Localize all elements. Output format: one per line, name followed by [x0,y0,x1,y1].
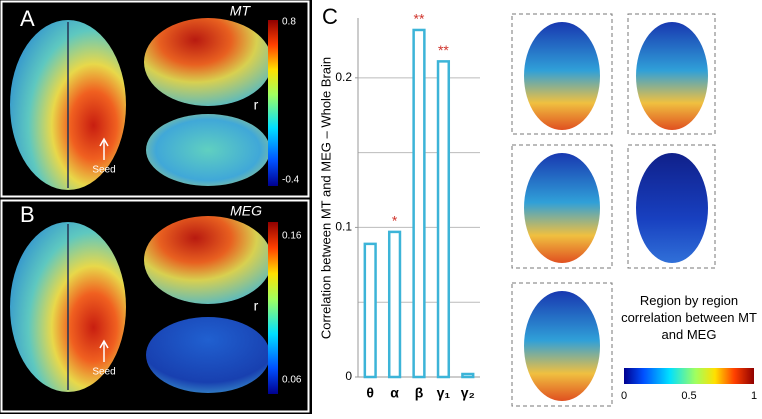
colorbar [624,368,754,384]
colorbar-label: r [254,298,259,314]
band-label: α [518,149,527,165]
significance-label: * [392,213,398,229]
x-tick-label: α [390,385,399,401]
colorbar [268,20,278,186]
significance-label: ** [414,11,425,27]
tile-frame [511,282,613,407]
band-label: θ [518,15,526,31]
panel-letter: C [322,4,338,29]
colorbar-tick-label: 1 [751,390,757,402]
colorbar-min: -0.4 [282,175,300,186]
brain-tile [524,22,600,130]
panel-letter: A [20,6,35,31]
y-tick-label: 0 [345,369,352,383]
bar [436,60,451,379]
brain-tile [524,153,600,263]
brain-tile [636,22,708,130]
bar [461,372,475,379]
colorbar-max: 0.16 [282,231,302,242]
brain-tiles [511,13,716,407]
colorbar-tick-label: 0 [621,390,627,402]
y-axis-label: Correlation between MT and MEG – Whole B… [318,57,333,339]
colorbar-min: 0.06 [282,375,302,386]
colorbar-title: MT [230,3,252,19]
colorbar-label: r [254,97,259,113]
band-label: β [518,287,527,303]
seed-label: Seed [92,367,115,378]
legend-text: Region by region correlation between MT … [621,293,757,342]
brain-tile [636,153,708,263]
brain-medial-view [146,114,270,186]
band-label: γ₁ [634,15,648,31]
colorbar [268,222,278,394]
seed-label: Seed [92,165,115,176]
tile-frame [627,13,716,135]
panel-letter: B [20,202,35,227]
x-tick-label: β [415,385,424,401]
panel-a-frame [0,0,310,198]
brain-lateral-view [144,216,272,304]
bar [363,242,377,379]
legend-box: Region by region correlation between MT … [621,293,757,342]
x-tick-label: θ [366,385,374,401]
brain-tile [524,291,600,401]
x-tick-label: γ₂ [461,385,475,401]
bar [412,28,426,379]
panel-b-frame [0,199,310,413]
y-tick-label: 0.2 [335,70,352,84]
tile-frame [511,144,613,269]
band-label: γ₂ [634,149,648,165]
y-tick-label: 0.1 [335,220,352,234]
colorbar-tick-label: 0.5 [681,390,696,402]
brain-medial-view [146,317,270,393]
significance-label: ** [438,42,449,58]
x-tick-label: γ₁ [437,385,451,401]
tile-frame [627,144,716,269]
bar [387,230,402,379]
brain-lateral-view [144,18,272,106]
seed-arrowhead [99,339,109,349]
colorbar-max: 0.8 [282,17,296,28]
seed-arrowhead [99,137,109,147]
tile-frame [511,13,613,135]
colorbar-title: MEG [230,203,262,219]
